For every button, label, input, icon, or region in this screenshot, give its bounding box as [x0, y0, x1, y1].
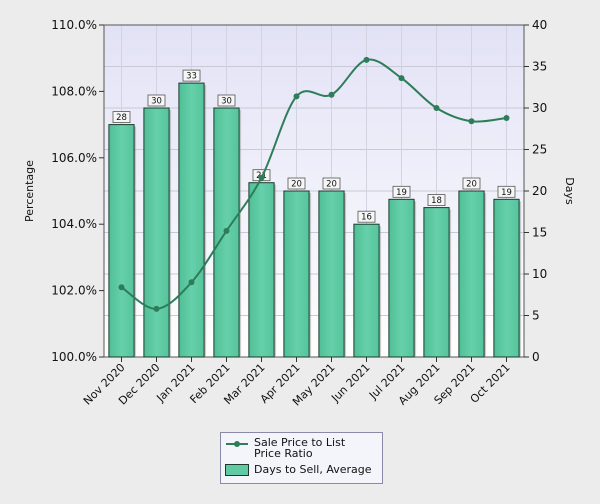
- bar: [318, 190, 345, 358]
- bar-label-box: [182, 69, 201, 82]
- legend-bar-swatch: [225, 464, 249, 476]
- ratio-point: [223, 227, 230, 234]
- right-tick-label: 25: [532, 143, 547, 157]
- legend-item-days: Days to Sell, Average: [225, 464, 374, 476]
- left-tick-label: 106.0%: [51, 151, 97, 165]
- ratio-point: [328, 91, 335, 98]
- bar-data-label: 16: [361, 213, 372, 223]
- right-tick-label: 35: [532, 60, 547, 74]
- right-tick-label: 30: [532, 101, 547, 115]
- right-tick-label: 40: [532, 18, 547, 32]
- ratio-point: [433, 105, 440, 111]
- bar-data-label: 19: [396, 188, 407, 198]
- legend: Sale Price to List Price Ratio Days to S…: [220, 432, 383, 484]
- ratio-point: [258, 174, 265, 181]
- ratio-point: [293, 93, 300, 100]
- bar: [178, 82, 205, 358]
- bar-data-label: 18: [431, 196, 442, 206]
- bar: [248, 182, 275, 358]
- ratio-point: [363, 56, 370, 63]
- bar: [493, 198, 520, 358]
- bar-data-label: 33: [186, 72, 197, 82]
- bar-label-box: [322, 177, 341, 190]
- bar-data-label: 30: [151, 97, 162, 107]
- legend-label-days: Days to Sell, Average: [254, 463, 372, 476]
- left-tick-label: 100.0%: [51, 350, 97, 364]
- ratio-point: [188, 279, 195, 286]
- ratio-point: [153, 305, 160, 312]
- bar-label-box: [357, 210, 376, 223]
- legend-label-ratio: Sale Price to List Price Ratio: [254, 436, 346, 460]
- bar: [423, 207, 450, 358]
- ratio-point: [468, 118, 475, 125]
- ratio-point: [398, 75, 405, 82]
- bar-label-box: [497, 185, 516, 198]
- right-tick-label: 15: [532, 226, 547, 240]
- right-tick-label: 20: [532, 184, 547, 198]
- bar: [388, 198, 415, 358]
- bar: [458, 190, 485, 358]
- bar-data-label: 20: [291, 180, 302, 190]
- legend-item-ratio: Sale Price to List Price Ratio: [225, 437, 374, 459]
- bar: [143, 107, 170, 358]
- bar-label-box: [427, 194, 446, 207]
- bar-label-box: [217, 94, 236, 107]
- bar: [108, 124, 135, 358]
- legend-line-swatch: [225, 437, 249, 449]
- left-tick-label: 110.0%: [51, 18, 97, 32]
- ratio-point: [503, 114, 510, 121]
- bar-data-label: 30: [221, 97, 232, 107]
- left-tick-label: 102.0%: [51, 284, 97, 298]
- right-tick-label: 10: [532, 267, 547, 281]
- bar-label-box: [112, 111, 131, 123]
- bar-label-box: [462, 177, 481, 190]
- bar-data-label: 19: [501, 188, 512, 198]
- bar-data-label: 28: [116, 113, 127, 123]
- bar-label-box: [287, 177, 306, 190]
- bar-label-box: [392, 185, 411, 198]
- left-tick-label: 108.0%: [51, 84, 97, 98]
- right-tick-label: 0: [532, 350, 540, 364]
- left-axis-title: Percentage: [23, 160, 36, 222]
- right-tick-label: 5: [532, 309, 540, 323]
- ratio-point: [118, 284, 125, 291]
- right-axis-title: Days: [563, 177, 576, 205]
- bar-label-box: [147, 94, 166, 107]
- bar: [283, 190, 310, 358]
- bar: [353, 223, 380, 358]
- bar-data-label: 20: [466, 180, 477, 190]
- left-tick-label: 104.0%: [51, 217, 97, 231]
- bar-data-label: 20: [326, 180, 337, 190]
